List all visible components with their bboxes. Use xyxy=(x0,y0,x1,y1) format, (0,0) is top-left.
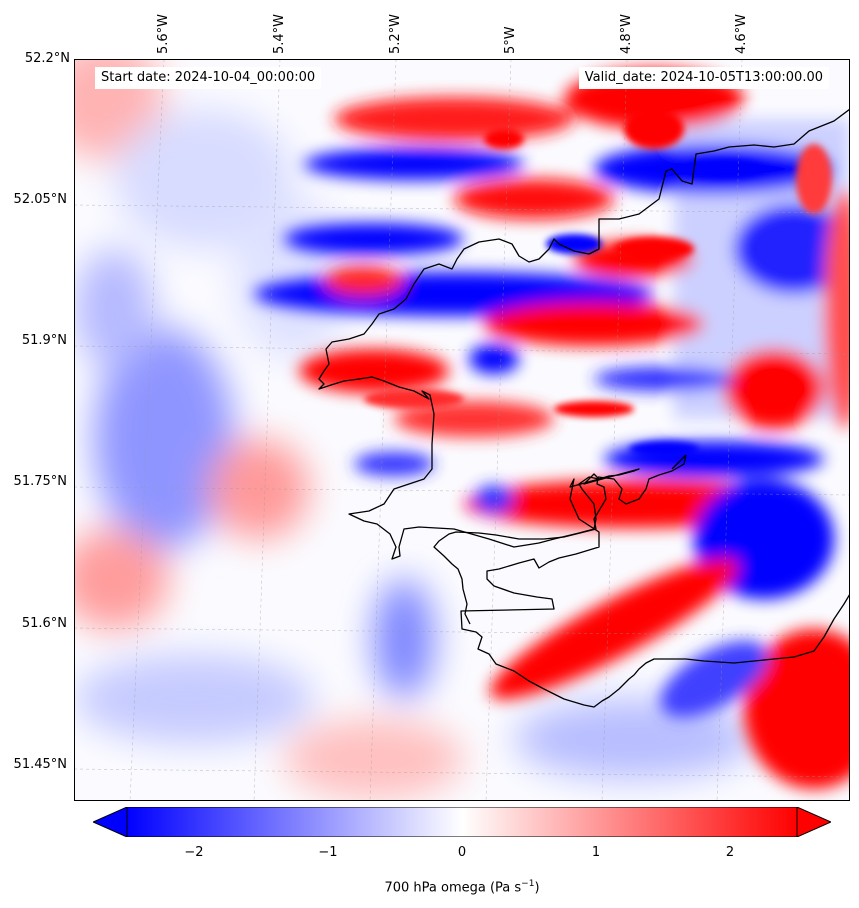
lat-tick-label: 51.45°N xyxy=(13,757,67,772)
positive-band xyxy=(724,349,824,429)
lon-tick-label: 4.6°W xyxy=(734,13,749,54)
lat-tick-label: 51.75°N xyxy=(13,474,67,489)
colorbar-max-extend xyxy=(796,807,831,837)
lat-tick-label: 52.05°N xyxy=(13,192,67,207)
negative-band xyxy=(660,640,768,718)
positive-band xyxy=(334,97,574,141)
negative-band xyxy=(469,344,519,374)
south-negative-cell xyxy=(514,699,754,779)
lat-tick-label: 52.2°N xyxy=(24,51,70,66)
negative-band xyxy=(734,204,850,294)
colorbar xyxy=(93,807,831,837)
colorbar-label-main: 700 hPa omega (Pa s xyxy=(384,880,522,896)
positive-band xyxy=(489,558,739,700)
colorbar-tick-label: 0 xyxy=(457,845,467,860)
positive-band xyxy=(824,189,850,429)
colorbar-tick-label: 2 xyxy=(725,845,735,860)
lon-tick-label: 5°W xyxy=(503,26,518,54)
lat-tick-label: 51.9°N xyxy=(21,333,67,348)
colorbar-label-exponent: −1 xyxy=(521,879,535,889)
positive-band xyxy=(299,349,449,393)
positive-band xyxy=(484,302,704,346)
negative-band xyxy=(594,367,734,391)
positive-band xyxy=(744,629,850,789)
lon-tick-label: 4.8°W xyxy=(619,13,634,54)
colorbar-gradient xyxy=(126,807,798,837)
positive-band xyxy=(324,266,404,296)
west-positive-cell xyxy=(209,439,309,539)
graticule xyxy=(74,59,850,801)
omega-field xyxy=(74,59,850,801)
west-negative-cell xyxy=(114,109,294,249)
lon-tick-label: 5.6°W xyxy=(156,13,171,54)
positive-band xyxy=(454,179,614,219)
west-negative-cell xyxy=(74,249,154,369)
map-plot-area xyxy=(74,59,850,801)
colorbar-tick-label: −1 xyxy=(318,845,338,860)
negative-band xyxy=(304,148,524,180)
west-positive-cell xyxy=(74,529,169,629)
colorbar-tick-label: −2 xyxy=(184,845,204,860)
negative-band xyxy=(474,485,514,513)
start-date-label: Start date: 2024-10-04_00:00:00 xyxy=(95,67,322,89)
lon-tick-label: 5.2°W xyxy=(388,13,403,54)
west-negative-cell xyxy=(94,329,234,549)
south-positive-cell xyxy=(284,719,464,799)
negative-band xyxy=(354,452,434,476)
negative-band xyxy=(284,223,464,255)
lat-tick-label: 51.6°N xyxy=(21,616,67,631)
coastline xyxy=(318,108,850,708)
colorbar-min-extend xyxy=(93,807,128,837)
colorbar-tick-label: 1 xyxy=(591,845,601,860)
colorbar-label: 700 hPa omega (Pa s−1) xyxy=(0,879,859,895)
positive-band xyxy=(394,401,554,437)
coastline-south xyxy=(433,454,687,625)
valid-date-label: Valid_date: 2024-10-05T13:00:00.00 xyxy=(578,67,829,89)
south-negative-cell xyxy=(374,579,434,699)
lon-tick-label: 5.4°W xyxy=(272,13,287,54)
southwest-negative-cell xyxy=(74,654,314,744)
colorbar-label-close: ) xyxy=(534,880,540,896)
